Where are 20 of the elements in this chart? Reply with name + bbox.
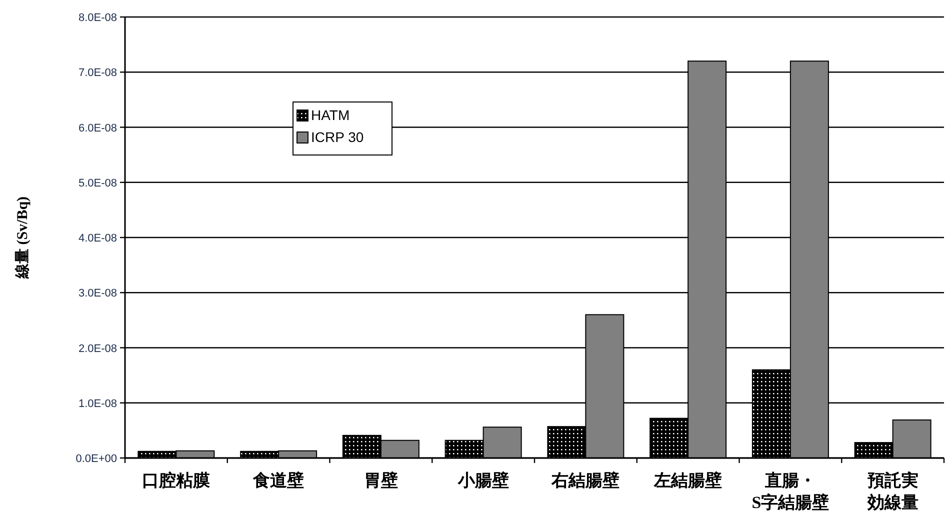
y-axis-title: 線量 (Sv/Bq) bbox=[14, 196, 31, 280]
y-tick-label: 5.0E-08 bbox=[78, 177, 117, 190]
x-tick-label: 口腔粘膜 bbox=[141, 470, 212, 492]
y-tick-label: 7.0E-08 bbox=[78, 67, 117, 80]
y-tick-label: 0.0E+00 bbox=[76, 453, 117, 465]
legend-label: ICRP 30 bbox=[311, 129, 364, 145]
x-tick-label: 小腸壁 bbox=[456, 470, 510, 492]
y-tick-label: 8.0E-08 bbox=[78, 12, 117, 24]
y-tick-label: 2.0E-08 bbox=[78, 342, 117, 355]
x-tick-label: 直腸・ S字結腸壁 bbox=[750, 470, 830, 514]
x-tick-label: 胃壁 bbox=[362, 470, 399, 492]
y-tick-label: 3.0E-08 bbox=[78, 288, 117, 300]
y-tick-label: 4.0E-08 bbox=[78, 232, 117, 244]
x-tick-label: 左結腸壁 bbox=[652, 470, 724, 492]
x-tick-label: 預託実効線量 bbox=[866, 470, 920, 514]
legend-label: HATM bbox=[311, 107, 350, 123]
x-tick-label: 食道壁 bbox=[252, 470, 306, 492]
x-tick-label: 右結腸壁 bbox=[550, 470, 621, 492]
y-tick-label: 6.0E-08 bbox=[78, 122, 117, 134]
y-tick-label: 1.0E-08 bbox=[78, 398, 117, 410]
